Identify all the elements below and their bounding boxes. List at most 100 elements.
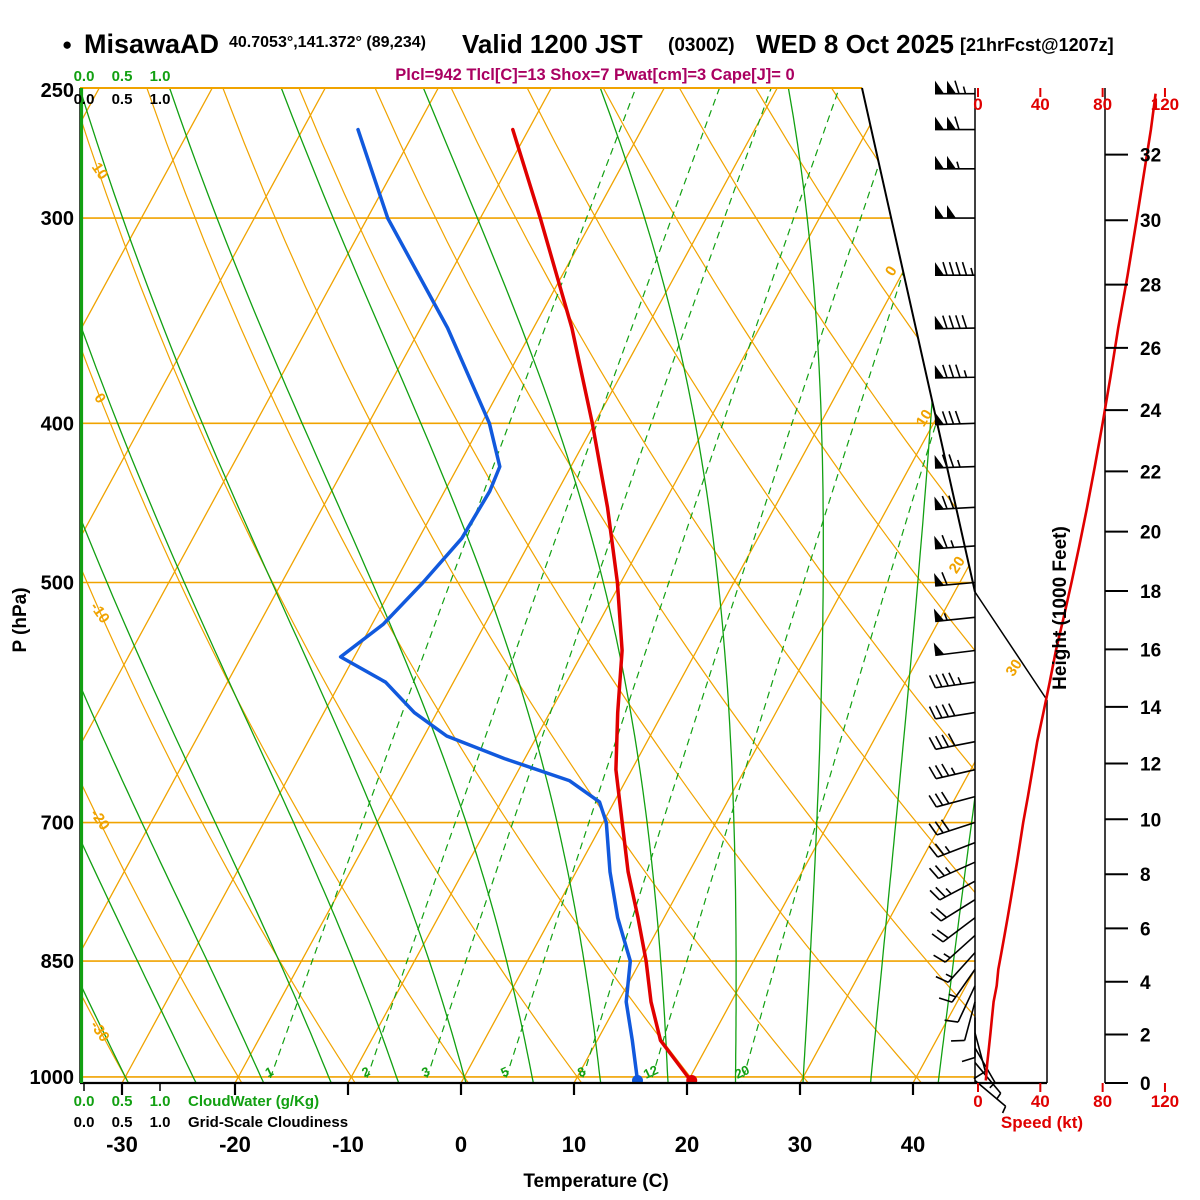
speed-tick-label-bottom: 40 [1031,1092,1050,1111]
barb-half [950,767,956,775]
wind-barb [935,116,975,131]
dry-adiabat-label: 0 [90,390,109,407]
barb-staff [935,768,976,780]
height-tick-label: 12 [1140,754,1161,775]
dry-adiabat-line [80,88,260,1083]
wind-barb [928,733,976,751]
moist-adiabat-line [422,88,671,1083]
dry-adiabat-label: -30 [87,1018,113,1046]
barb-full [928,706,937,720]
isotherm-line [80,88,213,1083]
barb-staff [942,917,976,943]
barb-full [961,261,968,276]
wind-barb [934,572,976,587]
dry-adiabat-line [80,88,490,1083]
barb-staff [957,985,976,1023]
barb-half [995,1092,1002,1100]
height-tick-label: 6 [1140,919,1151,940]
wind-barb [938,968,976,1003]
moist-adiabat-line [934,88,975,1083]
barb-full [948,454,955,468]
speed-tick-label-bottom: 120 [1151,1092,1179,1111]
barb-pennant [934,315,945,329]
speed-tick-label-top: 0 [973,95,982,114]
isotherm-line [573,88,975,1083]
barb-full [938,997,953,1003]
barb-staff [935,711,976,720]
barb-full [941,734,950,748]
barb-pennant [934,364,945,378]
barb-full [948,410,955,425]
barb-full [928,794,938,808]
wind-barb [973,1032,987,1080]
height-tick-label: 30 [1140,211,1161,232]
barb-half [1001,1105,1007,1114]
barb-full [941,572,948,586]
barb-half [948,993,957,998]
wind-barb [951,1001,976,1042]
temperature-tick-label: 20 [675,1132,699,1157]
barb-half [945,887,952,895]
temperature-tick-label: 30 [788,1132,812,1157]
barb-full [955,261,961,276]
mixing-ratio-line [733,88,975,1083]
barb-half [970,267,974,276]
barb-full [941,673,949,687]
barb-pennant [935,116,944,130]
barb-full [941,411,948,425]
wind-barb [935,952,976,984]
mixing-ratio-label: 12 [641,1062,660,1082]
barb-full [947,733,956,746]
cloudiness-scale-top: 0.5 [112,91,133,108]
barb-full [954,80,960,94]
wind-barb [935,261,975,276]
temperature-tick-label: -30 [106,1132,138,1157]
height-tick-label: 22 [1140,462,1161,483]
pressure-tick-label: 1000 [30,1067,75,1089]
plot-frame [79,87,1106,1085]
mixing-ratio-line [494,88,840,1083]
barb-full [935,705,943,719]
dry-adiabat-label: -20 [87,806,113,834]
wind-barb [930,899,976,922]
height-tick-label: 14 [1140,698,1162,719]
barb-full [928,736,937,750]
height-tick-label: 8 [1140,865,1151,886]
barb-full [935,735,943,749]
barb-full [954,116,960,130]
wind-barb-column [928,80,1007,1114]
barb-full [936,929,949,939]
cloudwater-scale-top: 1.0 [150,68,171,85]
height-axis-title: Height (1000 Feet) [1050,526,1071,690]
speed-axis-title: Speed (kt) [1001,1113,1083,1132]
dry-adiabat-line [678,88,975,1083]
wind-barb [928,672,976,689]
barb-full [928,867,940,879]
speed-curve [984,93,1157,1081]
barb-full [935,886,946,898]
barb-pennant [935,205,944,219]
barb-full [933,954,946,963]
wind-barb [934,495,976,511]
barb-full [941,454,948,468]
valid-utc: (0300Z) [668,35,735,56]
isotherm-label: 10 [913,407,936,430]
barb-half [956,161,960,170]
isotherm-line [121,88,665,1083]
wind-barb [934,410,976,426]
barb-pennant [934,411,945,425]
moist-adiabat-line [80,88,345,1083]
stability-params: Plcl=942 Tlcl[C]=13 Shox=7 Pwat[cm]=3 Ca… [395,66,794,84]
station-name: MisawaAD [84,29,219,59]
height-tick-label: 24 [1140,401,1162,422]
barb-staff [947,952,976,983]
barb-full [928,823,938,836]
background-grid [80,88,975,1083]
station-coords: 40.7053°,141.372° (89,234) [229,34,426,51]
barb-staff [974,1032,987,1072]
height-tick-label: 2 [1140,1025,1151,1046]
speed-panel [984,93,1157,1081]
wind-barb [933,608,976,623]
barb-pennant [934,454,945,468]
isotherm-label: 20 [946,553,969,576]
